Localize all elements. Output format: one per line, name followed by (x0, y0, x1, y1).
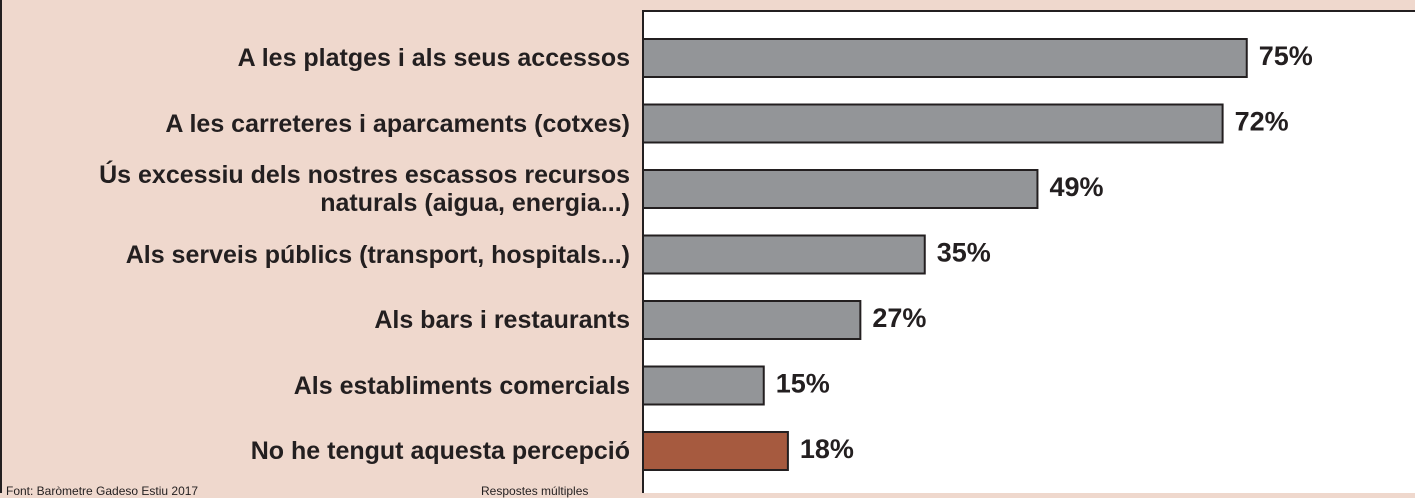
category-label: Als establiments comercials (293, 371, 630, 400)
category-label: No he tengut aquesta percepció (250, 437, 630, 465)
value-label: 18% (800, 434, 854, 464)
value-label: 75% (1259, 41, 1313, 71)
bar (642, 431, 789, 471)
bar (642, 169, 1039, 209)
label-panel (0, 0, 642, 493)
bar (642, 103, 1224, 144)
value-label: 49% (1049, 172, 1103, 202)
bar (642, 234, 926, 275)
value-label: 15% (776, 369, 830, 399)
value-label: 72% (1235, 107, 1289, 137)
bar (642, 300, 862, 340)
bar (642, 365, 765, 406)
bar (642, 38, 1248, 78)
category-label: A les platges i als seus accessos (237, 44, 630, 72)
category-label: Ús excessiu dels nostres escassos recurs… (99, 161, 630, 217)
category-label: Als bars i restaurants (374, 306, 630, 334)
category-label: Als serveis públics (transport, hospital… (125, 240, 630, 269)
value-label: 35% (937, 238, 991, 268)
value-label: 27% (872, 303, 926, 333)
category-label: A les carreteres i aparcaments (cotxes) (165, 109, 630, 138)
